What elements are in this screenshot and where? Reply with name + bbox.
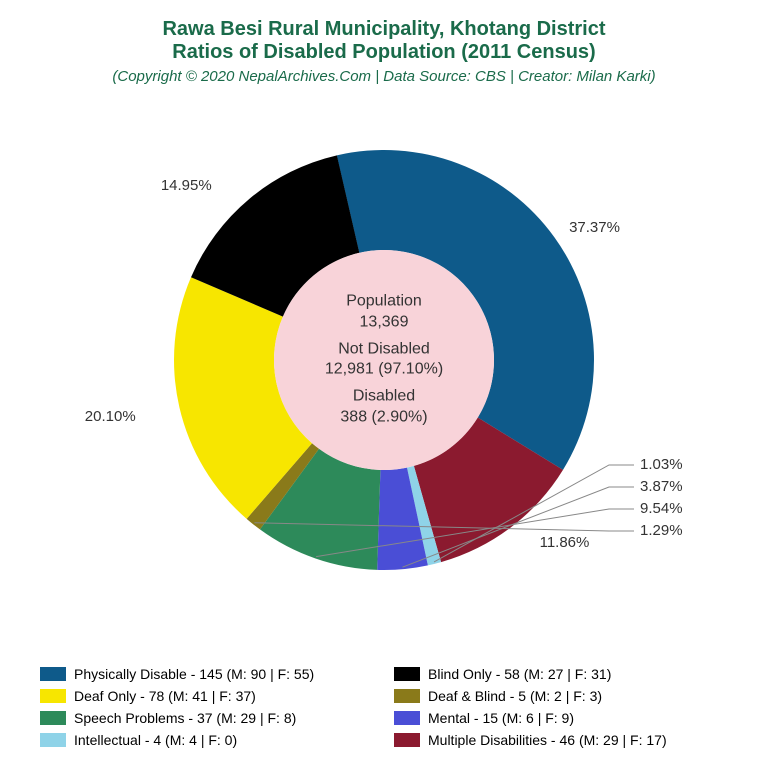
chart-subtitle: (Copyright © 2020 NepalArchives.Com | Da…	[0, 68, 768, 85]
legend-swatch	[394, 733, 420, 747]
donut-chart: Population 13,369 Not Disabled 12,981 (9…	[0, 100, 768, 620]
slice-label-1: 11.86%	[540, 534, 590, 551]
legend-swatch	[394, 711, 420, 725]
slice-label-3: 3.87%	[640, 478, 683, 495]
legend-label: Blind Only - 58 (M: 27 | F: 31)	[428, 666, 611, 682]
legend-swatch	[40, 733, 66, 747]
chart-legend: Physically Disable - 145 (M: 90 | F: 55)…	[40, 666, 728, 748]
chart-title-line1: Rawa Besi Rural Municipality, Khotang Di…	[0, 18, 768, 41]
center-pop-value: 13,369	[284, 312, 484, 333]
legend-swatch	[40, 711, 66, 725]
slice-label-4: 9.54%	[640, 500, 683, 517]
legend-item: Multiple Disabilities - 46 (M: 29 | F: 1…	[394, 732, 728, 748]
center-d-label: Disabled	[284, 387, 484, 408]
legend-item: Mental - 15 (M: 6 | F: 9)	[394, 710, 728, 726]
slice-label-0: 37.37%	[569, 219, 620, 236]
center-d-value: 388 (2.90%)	[284, 408, 484, 429]
legend-swatch	[40, 667, 66, 681]
donut-center-text: Population 13,369 Not Disabled 12,981 (9…	[284, 286, 484, 435]
center-nd-value: 12,981 (97.10%)	[284, 360, 484, 381]
legend-item: Physically Disable - 145 (M: 90 | F: 55)	[40, 666, 374, 682]
center-nd-label: Not Disabled	[284, 339, 484, 360]
legend-item: Speech Problems - 37 (M: 29 | F: 8)	[40, 710, 374, 726]
slice-label-2: 1.03%	[640, 456, 683, 473]
legend-swatch	[40, 689, 66, 703]
legend-swatch	[394, 667, 420, 681]
slice-label-6: 20.10%	[85, 408, 136, 425]
legend-swatch	[394, 689, 420, 703]
legend-item: Deaf Only - 78 (M: 41 | F: 37)	[40, 688, 374, 704]
legend-item: Blind Only - 58 (M: 27 | F: 31)	[394, 666, 728, 682]
legend-item: Deaf & Blind - 5 (M: 2 | F: 3)	[394, 688, 728, 704]
legend-label: Speech Problems - 37 (M: 29 | F: 8)	[74, 710, 296, 726]
legend-label: Deaf Only - 78 (M: 41 | F: 37)	[74, 688, 256, 704]
legend-label: Mental - 15 (M: 6 | F: 9)	[428, 710, 574, 726]
legend-label: Deaf & Blind - 5 (M: 2 | F: 3)	[428, 688, 602, 704]
legend-label: Multiple Disabilities - 46 (M: 29 | F: 1…	[428, 732, 667, 748]
legend-label: Intellectual - 4 (M: 4 | F: 0)	[74, 732, 237, 748]
slice-label-7: 14.95%	[161, 177, 212, 194]
legend-label: Physically Disable - 145 (M: 90 | F: 55)	[74, 666, 314, 682]
chart-title-block: Rawa Besi Rural Municipality, Khotang Di…	[0, 0, 768, 85]
chart-title-line2: Ratios of Disabled Population (2011 Cens…	[0, 41, 768, 64]
slice-label-5: 1.29%	[640, 522, 683, 539]
center-pop-label: Population	[284, 292, 484, 313]
legend-item: Intellectual - 4 (M: 4 | F: 0)	[40, 732, 374, 748]
